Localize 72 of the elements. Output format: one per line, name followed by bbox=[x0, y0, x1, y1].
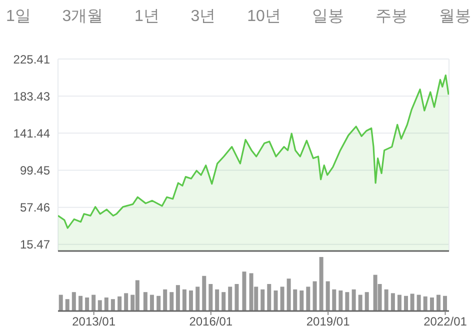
bar bbox=[306, 286, 310, 311]
text: 주봉 bbox=[376, 7, 408, 27]
bar bbox=[98, 300, 102, 311]
bar bbox=[65, 299, 70, 311]
y-tick-label: 57.46 bbox=[20, 200, 50, 215]
bar bbox=[338, 290, 343, 311]
bar bbox=[208, 284, 213, 311]
bar bbox=[443, 296, 448, 311]
text: 일봉 bbox=[312, 7, 344, 27]
bar bbox=[118, 296, 122, 311]
bar bbox=[280, 286, 284, 311]
text: 1일 bbox=[6, 7, 31, 27]
bar bbox=[430, 298, 434, 311]
bar bbox=[110, 299, 115, 311]
bar bbox=[404, 296, 408, 311]
text: 3개월 bbox=[62, 7, 104, 27]
bar bbox=[170, 292, 174, 311]
bar bbox=[293, 289, 298, 311]
y-tick-label: 225.41 bbox=[13, 52, 50, 66]
bar bbox=[345, 292, 350, 311]
bar bbox=[390, 293, 395, 311]
text: 1년 bbox=[134, 7, 160, 27]
bar bbox=[202, 276, 206, 311]
bar bbox=[163, 289, 168, 311]
bar bbox=[215, 289, 220, 311]
bar bbox=[267, 284, 272, 311]
bar bbox=[300, 290, 304, 311]
bar bbox=[332, 289, 336, 311]
bar bbox=[358, 294, 362, 311]
y-tick-label: 141.44 bbox=[13, 126, 50, 140]
x-tick-label: 2022/01 bbox=[424, 314, 468, 329]
bar bbox=[85, 298, 90, 311]
bar bbox=[124, 293, 128, 311]
bar bbox=[260, 289, 265, 311]
bar bbox=[234, 284, 239, 311]
bar bbox=[176, 285, 180, 311]
bar bbox=[182, 289, 186, 311]
y-tick-label: 15.47 bbox=[20, 238, 50, 252]
bar bbox=[228, 286, 232, 311]
bar bbox=[150, 294, 154, 311]
bar bbox=[72, 292, 76, 311]
y-tick-label: 99.45 bbox=[20, 164, 50, 178]
x-tick-label: 2016/01 bbox=[189, 314, 233, 329]
bar bbox=[416, 294, 421, 311]
bar bbox=[436, 294, 440, 311]
bar bbox=[188, 290, 193, 311]
bar bbox=[92, 294, 96, 311]
bar bbox=[58, 294, 63, 311]
x-tick-label: 2013/01 bbox=[72, 314, 116, 329]
bar bbox=[326, 281, 330, 311]
bar bbox=[196, 286, 200, 311]
text: 10년 bbox=[247, 7, 281, 27]
bar bbox=[384, 289, 388, 311]
bar bbox=[143, 292, 148, 311]
bar bbox=[410, 294, 414, 311]
bar bbox=[352, 289, 356, 311]
text: 월봉 bbox=[438, 7, 471, 27]
bar bbox=[286, 278, 291, 311]
bar bbox=[423, 296, 428, 311]
y-tick-label: 183.43 bbox=[13, 89, 50, 104]
bar bbox=[397, 294, 402, 311]
bar bbox=[104, 298, 108, 311]
bar bbox=[274, 290, 278, 311]
text: 3년 bbox=[190, 7, 216, 27]
bar bbox=[319, 257, 324, 311]
x-tick-label: 2019/01 bbox=[306, 314, 350, 329]
bar bbox=[78, 296, 83, 311]
bar bbox=[364, 292, 369, 311]
bar bbox=[156, 296, 161, 311]
bar bbox=[312, 281, 317, 311]
bar bbox=[242, 272, 246, 311]
bar bbox=[222, 292, 226, 311]
